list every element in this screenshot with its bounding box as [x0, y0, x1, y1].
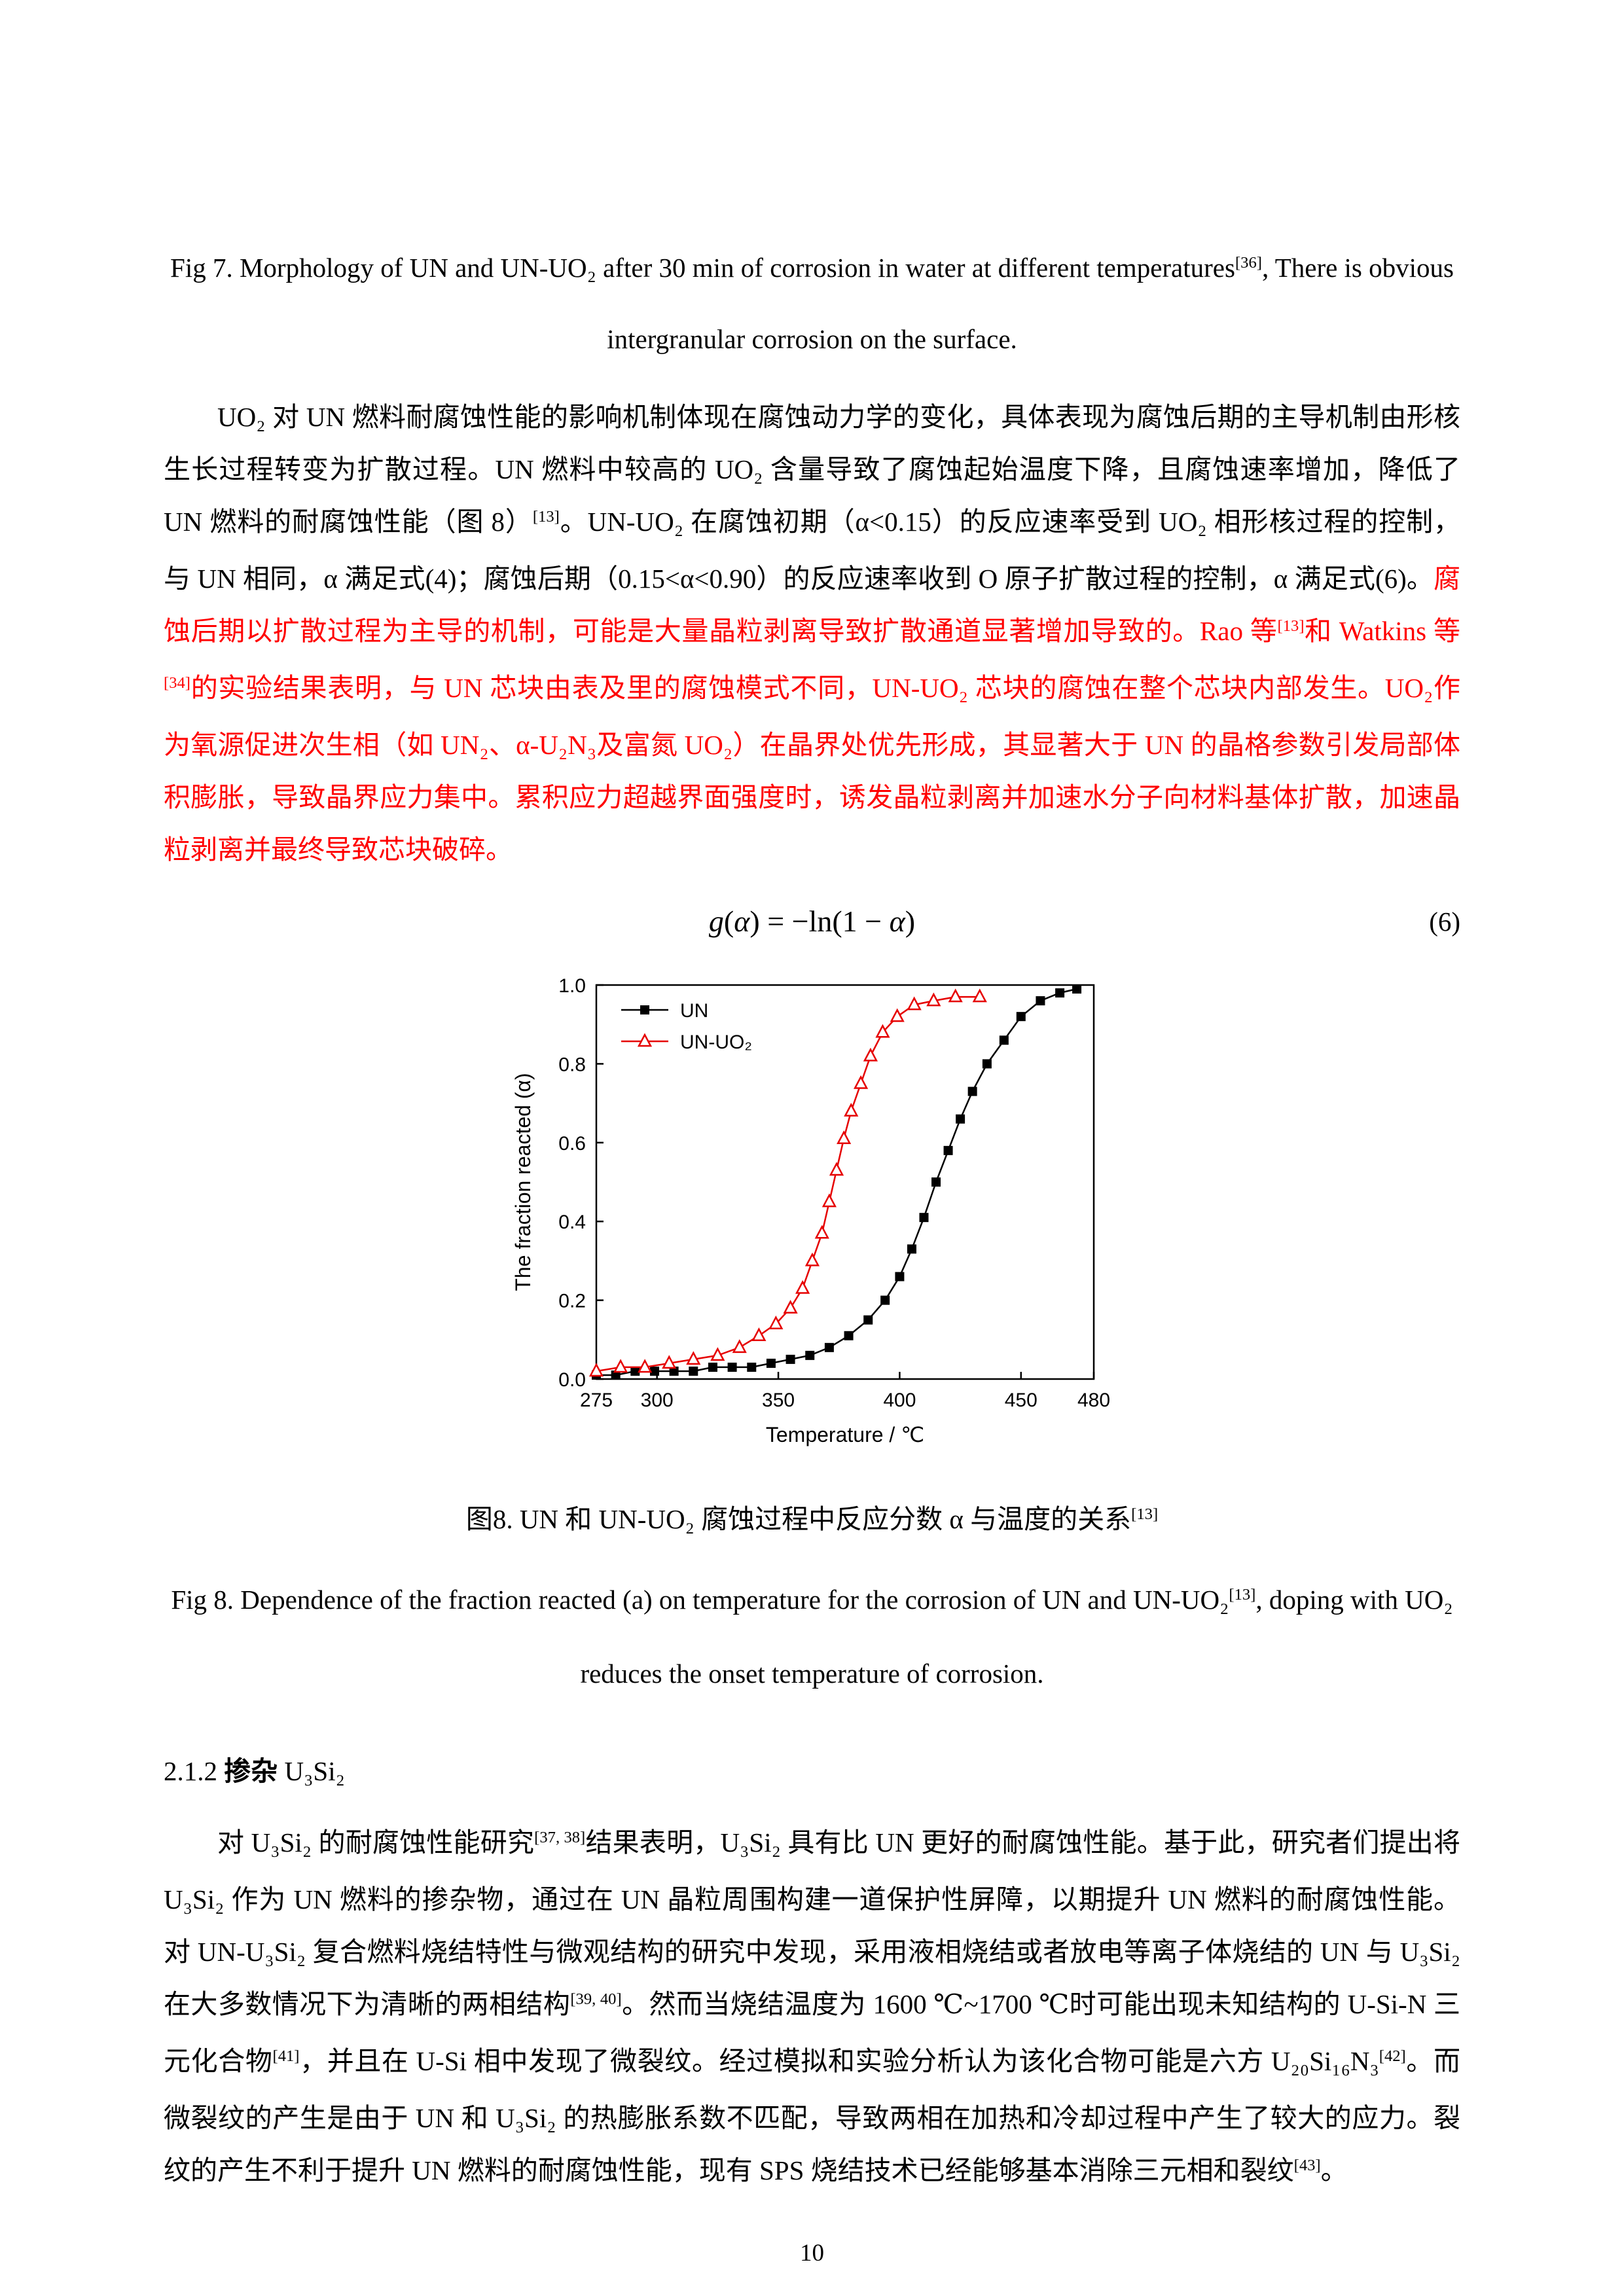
svg-text:0.0: 0.0 [558, 1369, 586, 1391]
equation-expression: g(α) = −ln(1 − α) [708, 905, 916, 938]
figure8-chart: 275 300 350 400 450 480 0.0 0.2 0.4 0.6 0.8 1.0 Temp… [164, 962, 1460, 1456]
svg-text:Temperature / ℃: Temperature / ℃ [765, 1423, 924, 1446]
svg-text:0.6: 0.6 [558, 1133, 586, 1155]
section-heading-2-1-2: 2.1.2 掺杂 U₃Si₂ [164, 1756, 345, 1786]
svg-text:350: 350 [762, 1390, 795, 1411]
svg-text:0.8: 0.8 [558, 1054, 586, 1075]
page-number: 10 [800, 2240, 824, 2267]
equation-number: (6) [1429, 906, 1460, 937]
svg-text:400: 400 [883, 1390, 916, 1411]
figure7-caption: Fig 7. Morphology of UN and UN-UO₂ after… [170, 253, 1454, 354]
figure8-caption-cn: 图8. UN 和 UN-UO₂ 腐蚀过程中反应分数 α 与温度的关系[13] [465, 1504, 1159, 1534]
paragraph-corrosion-mechanism: UO₂ 对 UN 燃料耐腐蚀性能的影响机制体现在腐蚀动力学的变化，具体表现为腐蚀… [164, 402, 1461, 865]
svg-text:0.4: 0.4 [558, 1211, 586, 1233]
svg-text:300: 300 [640, 1390, 673, 1411]
page-content: Fig 7. Morphology of UN and UN-UO₂ after… [164, 253, 1461, 2185]
svg-text:UN: UN [680, 1000, 708, 1022]
svg-text:UN-UO₂: UN-UO₂ [680, 1031, 752, 1053]
svg-text:480: 480 [1077, 1390, 1110, 1411]
svg-text:The fraction reacted (α): The fraction reacted (α) [511, 1073, 535, 1291]
svg-text:450: 450 [1004, 1390, 1037, 1411]
equation-6: g(α) = −ln(1 − α) (6) [164, 891, 1460, 952]
paragraph-u3si2-doping: 对 U₃Si₂ 的耐腐蚀性能研究[37, 38]结果表明，U₃Si₂ 具有比 U… [164, 1827, 1461, 2185]
svg-text:275: 275 [579, 1390, 612, 1411]
svg-text:1.0: 1.0 [558, 975, 586, 997]
figure8-caption-en: Fig 8. Dependence of the fraction reacte… [171, 1585, 1453, 1689]
figure8-chart-svg: 275 300 350 400 450 480 0.0 0.2 0.4 0.6 0.8 1.0 Temp… [511, 975, 1110, 1446]
svg-text:0.2: 0.2 [558, 1291, 586, 1312]
